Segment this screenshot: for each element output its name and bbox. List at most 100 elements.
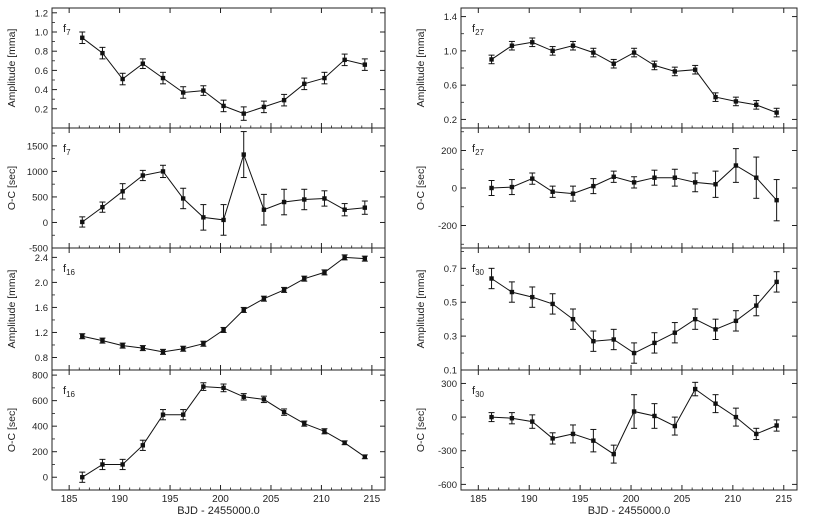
panel-label-sub: 30	[475, 268, 484, 277]
data-point	[631, 50, 637, 55]
y-tick-label: 1.0	[444, 46, 457, 57]
data-point	[611, 174, 616, 179]
panel-label-sub: 7	[66, 148, 71, 157]
data-point	[80, 334, 85, 339]
data-point	[733, 99, 739, 104]
data-point	[201, 384, 206, 389]
data-point	[120, 462, 125, 467]
y-axis-label: O-C [sec]	[415, 166, 427, 210]
data-point	[509, 43, 515, 48]
y-tick-label: 800	[32, 371, 48, 382]
y-tick-label: 600	[32, 396, 48, 407]
data-point	[362, 454, 368, 460]
data-point	[672, 69, 678, 74]
data-point	[631, 409, 637, 414]
data-point	[100, 50, 105, 56]
data-point	[774, 423, 779, 428]
data-point	[281, 199, 287, 205]
data-point	[652, 175, 657, 180]
data-point	[80, 219, 85, 225]
data-point	[672, 423, 678, 429]
data-point	[652, 413, 657, 419]
y-tick-label: 0.5	[444, 298, 457, 309]
data-point	[611, 337, 616, 342]
data-point	[362, 256, 368, 261]
data-point	[80, 475, 85, 480]
data-point	[342, 207, 347, 212]
data-point	[692, 180, 698, 185]
data-point	[281, 97, 287, 103]
data-point	[180, 196, 186, 201]
y-tick-label: 2.4	[35, 253, 48, 264]
data-point	[100, 462, 105, 467]
y-axis-label: O-C [sec]	[6, 408, 18, 452]
y-axis-label: Amplitude [mma]	[415, 29, 427, 108]
data-point	[201, 341, 206, 346]
data-point	[530, 176, 535, 181]
data-point	[550, 436, 555, 441]
data-point	[241, 307, 246, 313]
y-tick-label: 1.2	[35, 328, 48, 339]
x-axis-label: BJD - 2455000.0	[588, 505, 671, 516]
data-point	[754, 431, 759, 437]
data-point	[261, 296, 267, 301]
data-point	[611, 451, 616, 457]
y-tick-label: 0	[452, 184, 457, 195]
data-point	[120, 343, 125, 348]
data-point	[322, 270, 327, 275]
data-point	[342, 57, 347, 63]
data-point	[692, 316, 698, 322]
data-point	[672, 330, 678, 335]
data-point	[180, 90, 186, 95]
data-point	[631, 180, 637, 185]
data-point	[754, 102, 759, 108]
data-point	[733, 414, 739, 420]
data-point	[570, 431, 576, 437]
panel-label-sub: 16	[66, 390, 75, 399]
panel-8: -600 -300 0 300 O-C [sec] f30 185 190 195 200 205 2…	[415, 369, 798, 516]
data-point	[120, 76, 125, 82]
y-tick-label: 0.3	[444, 332, 457, 343]
y-tick-label: 1.4	[444, 12, 457, 23]
data-point	[733, 163, 739, 168]
data-point	[302, 197, 307, 202]
y-tick-label: 0.8	[35, 353, 48, 364]
data-point	[672, 175, 678, 180]
data-point	[570, 43, 576, 48]
x-tick-label: 195	[572, 494, 589, 505]
data-point	[160, 412, 166, 417]
data-point	[261, 397, 267, 402]
y-tick-label: 0	[43, 473, 48, 484]
x-tick-label: 200	[623, 494, 640, 505]
data-point	[221, 327, 226, 333]
panel-4: 0 200 400 600 800 O-C [sec] f16 185 190 195 200 205…	[6, 369, 386, 516]
data-point	[591, 50, 596, 55]
data-point	[281, 287, 287, 293]
y-tick-label: 1000	[27, 167, 48, 178]
panel-5: 0.2 0.6 1.0 1.4 Amplitude [mma] f27	[415, 7, 798, 129]
data-point	[754, 303, 759, 308]
data-point	[713, 327, 718, 332]
data-point	[530, 294, 535, 300]
data-point	[261, 207, 267, 212]
y-tick-label: 0.8	[35, 47, 48, 58]
y-tick-label: 1500	[27, 141, 48, 152]
y-tick-label: -600	[438, 480, 457, 491]
data-point	[530, 419, 535, 424]
data-point	[611, 61, 616, 66]
data-point	[774, 279, 779, 285]
data-point	[140, 61, 146, 66]
data-point	[302, 81, 307, 87]
x-tick-label: 215	[775, 494, 792, 505]
data-point	[713, 94, 718, 100]
x-tick-label: 210	[313, 494, 330, 505]
panel-6: -200 0 200 O-C [sec] f27	[415, 127, 798, 249]
data-point	[140, 173, 146, 178]
series-line	[491, 278, 777, 354]
data-point	[489, 276, 494, 281]
data-point	[692, 386, 698, 392]
y-axis-label: Amplitude [mma]	[415, 270, 427, 349]
y-tick-label: -300	[438, 446, 457, 457]
data-point	[342, 255, 347, 260]
